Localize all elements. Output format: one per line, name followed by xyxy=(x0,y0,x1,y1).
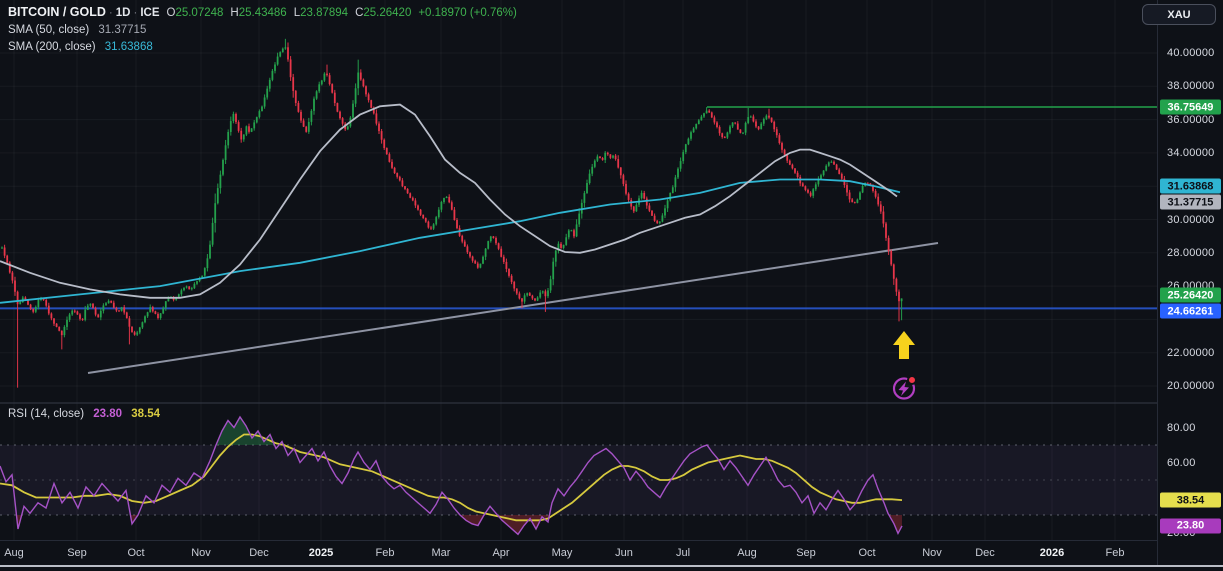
time-label-month: Feb xyxy=(375,547,395,559)
rsi-ma-line xyxy=(0,433,903,522)
time-label-month: Feb xyxy=(1105,547,1125,559)
support-level-badge: 24.66261 xyxy=(1160,303,1221,319)
time-label-month: Aug xyxy=(4,547,24,559)
low-label: L xyxy=(293,7,301,19)
rsi-legend[interactable]: RSI (14, close) 23.80 38.54 xyxy=(8,408,160,420)
rsi-ma-value: 38.54 xyxy=(131,408,161,420)
chart-canvas[interactable] xyxy=(0,0,1157,541)
chart-plot-area: BITCOIN / GOLD · 1D · ICE O25.07248 H25.43486 L… xyxy=(0,0,1157,541)
rsi-value-badge: 23.80 xyxy=(1160,518,1221,534)
rsi-value: 23.80 xyxy=(93,408,123,420)
main-legend: BITCOIN / GOLD · 1D · ICE O25.07248 H25.43486 L… xyxy=(8,4,517,56)
rsi-label: RSI (14, close) xyxy=(8,408,85,420)
exchange-label: ICE xyxy=(140,7,160,19)
open-value: 25.07248 xyxy=(175,7,224,19)
bottom-edge-strip xyxy=(0,565,1223,567)
high-value: 25.43486 xyxy=(238,7,287,19)
price-label: 34.00000 xyxy=(1167,146,1215,159)
rsi-band-fill xyxy=(0,445,1157,515)
time-label-month: Jun xyxy=(615,547,633,559)
price-label: 30.00000 xyxy=(1167,213,1215,226)
sma50-label: SMA (50, close) xyxy=(8,24,90,36)
price-label: 40.00000 xyxy=(1167,47,1215,59)
last-price-badge: 25.26420 xyxy=(1160,287,1221,303)
symbol-title[interactable]: BITCOIN / GOLD xyxy=(8,5,106,19)
sma200-value: 31.63868 xyxy=(104,41,153,53)
sma50-badge: 31.37715 xyxy=(1160,194,1221,210)
sma200-legend-row[interactable]: SMA (200, close) 31.63868 xyxy=(8,39,517,56)
open-label: O xyxy=(166,7,176,19)
rsi-line xyxy=(0,415,903,536)
price-label: 20.00000 xyxy=(1167,380,1215,392)
time-label-month: May xyxy=(551,547,573,559)
symbol-legend-row: BITCOIN / GOLD · 1D · ICE O25.07248 H25.43486 L… xyxy=(8,4,517,22)
time-label-month: Oct xyxy=(127,547,145,559)
resistance-level-badge: 36.75649 xyxy=(1160,99,1221,115)
time-label-month: Aug xyxy=(737,547,757,559)
rsi-scale-label: 80.00 xyxy=(1167,421,1196,434)
time-label-month: Sep xyxy=(67,547,87,559)
reaction-lightning-icon[interactable] xyxy=(892,374,917,400)
ascending-trendline[interactable] xyxy=(87,241,939,375)
sma50-line xyxy=(0,103,898,299)
rsi-scale-label: 60.00 xyxy=(1167,456,1196,469)
notification-dot xyxy=(907,374,917,385)
time-label-month: Nov xyxy=(922,547,942,559)
time-label-month: Jul xyxy=(675,547,691,559)
sma50-legend-row[interactable]: SMA (50, close) 31.37715 xyxy=(8,22,517,39)
time-label-month: Apr xyxy=(492,547,510,559)
sma200-line xyxy=(0,178,901,304)
sma50-value: 31.37715 xyxy=(98,24,147,36)
price-label: 28.00000 xyxy=(1167,246,1215,259)
candlestick-series xyxy=(1,38,903,388)
interval-label[interactable]: 1D xyxy=(115,7,131,19)
time-label-year: 2026 xyxy=(1039,547,1065,559)
price-label: 22.00000 xyxy=(1167,346,1215,359)
time-label-month: Nov xyxy=(191,547,211,559)
up-arrow-marker[interactable] xyxy=(893,331,915,360)
separator-dot: · xyxy=(108,7,113,19)
time-label-month: Sep xyxy=(796,547,816,559)
time-label-year: 2025 xyxy=(308,547,334,559)
time-label-month: Dec xyxy=(975,547,995,559)
sma200-label: SMA (200, close) xyxy=(8,41,96,53)
currency-toggle-xau[interactable]: XAU xyxy=(1142,4,1216,25)
price-label: 36.00000 xyxy=(1167,113,1215,126)
time-axis[interactable]: Aug Sep Oct Nov Dec 2025 Feb Mar Apr May Jun Jul Aug… xyxy=(0,540,1157,567)
price-axis[interactable]: 40.00000 38.00000 36.00000 34.00000 30.00000… xyxy=(1157,0,1223,566)
high-label: H xyxy=(230,7,239,19)
low-value: 23.87894 xyxy=(300,7,349,19)
time-label-month: Oct xyxy=(858,547,876,559)
time-label-month: Dec xyxy=(249,547,269,559)
close-label: C xyxy=(355,7,364,19)
sma200-badge: 31.63868 xyxy=(1160,178,1221,194)
rsi-ma-badge: 38.54 xyxy=(1160,492,1221,508)
time-label-month: Mar xyxy=(431,547,451,559)
separator-dot: · xyxy=(133,7,138,19)
change-value: +0.18970 (+0.76%) xyxy=(418,7,517,19)
close-value: 25.26420 xyxy=(363,7,412,19)
price-label: 38.00000 xyxy=(1167,80,1215,93)
